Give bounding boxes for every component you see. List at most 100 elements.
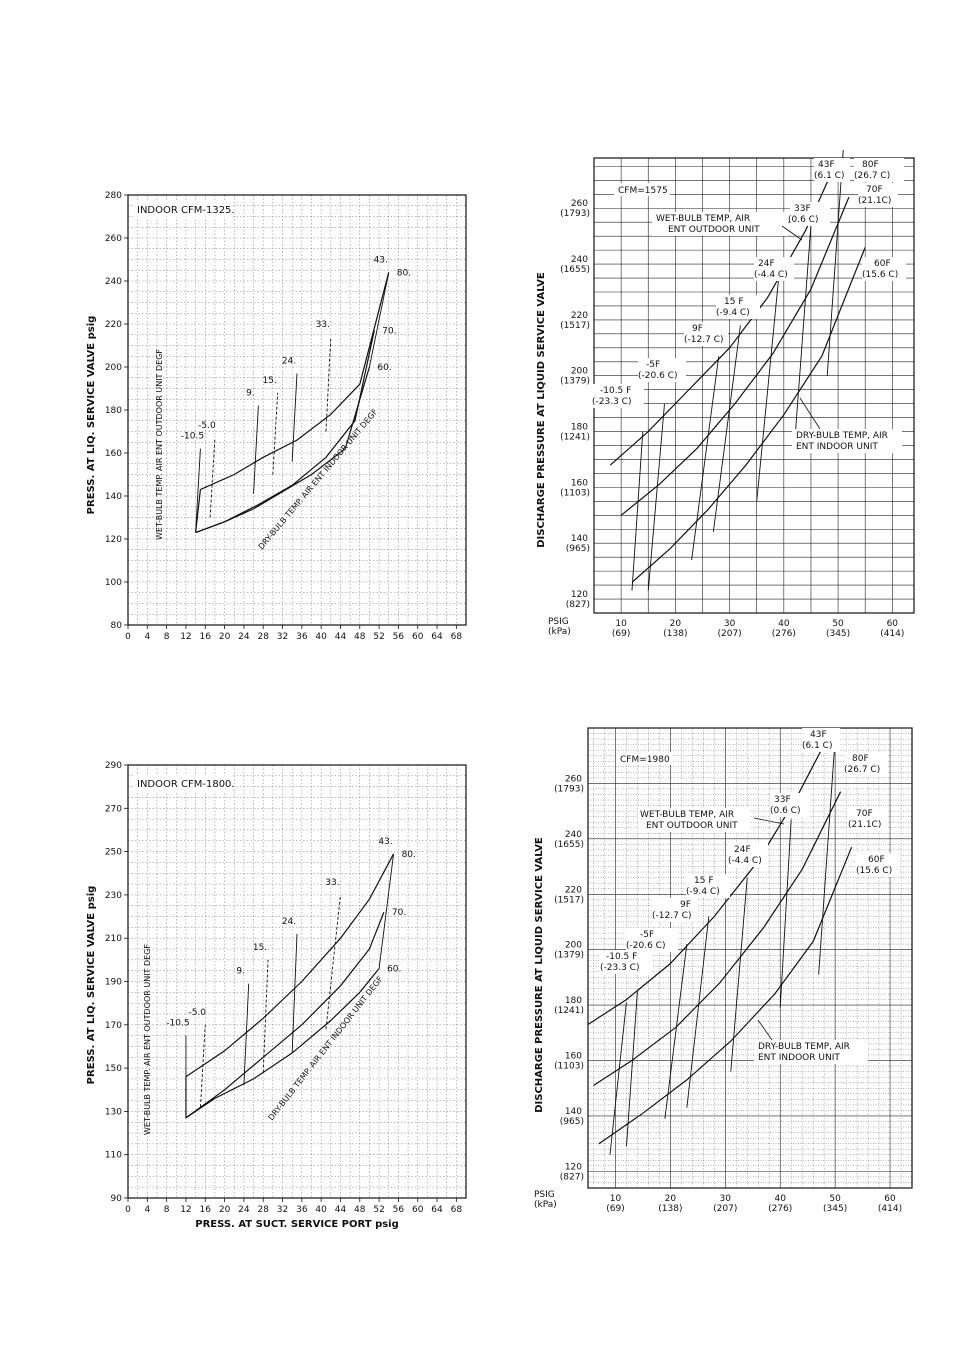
chart-title: INDOOR CFM-1325. [137,205,235,216]
series-line-70f211c [620,196,850,516]
y-tick-label: 250 [105,848,122,858]
y-tick-label-psig: 240 [571,255,588,265]
y-tick-label-psig: 120 [571,590,588,600]
y-tick-label: 220 [105,320,122,330]
y-tick-label: 240 [105,277,122,287]
y-tick-label-kpa: (1103) [554,1062,584,1072]
x-tick-label: 20 [219,632,231,642]
x-tick-label-psig: 50 [832,619,844,629]
label-24f: 24F [758,259,775,269]
label-9f-c: (-12.7 C) [684,335,723,345]
wet-bulb-line [826,150,844,376]
wet-bulb-line [272,392,279,475]
x-tick-label-psig: 50 [829,1194,841,1204]
x-tick-label: 48 [354,1205,366,1215]
chart-cfm-1980: 10(69) 20(138) 30(207) 40(276) 50(345) 60(414… [534,727,913,1214]
series-label: 80. [402,850,416,860]
label-9f: 9F [680,900,691,910]
y-tick-label: 280 [105,191,122,201]
wet-bulb-label: -10.5 [166,1019,189,1029]
annotation-wet-bulb: WET-BULB TEMP. AIR ENT OUTDOOR UNIT DEGF [155,349,164,540]
x-tick-label: 64 [431,1205,443,1215]
wet-bulb-label: 24. [282,356,296,366]
y-tick-label: 90 [111,1194,123,1204]
label-43f-c: (6.1 C) [802,741,832,751]
x-tick-label: 64 [431,632,443,642]
annotation-dry-bulb: DRY-BULB TEMP. AIR ENT INDOOR UNIT DEGF [266,974,384,1122]
y-tick-label-kpa: (827) [566,600,590,610]
y-tick-label-kpa: (827) [560,1172,584,1182]
wet-bulb-label: 9. [236,967,245,977]
x-tick-label-psig: 30 [720,1194,732,1204]
wet-bulb-label: -5.0 [188,1008,206,1018]
wet-bulb-line [730,877,748,1072]
annotation-dry-bulb-text: DRY-BULB TEMP. AIR ENT INDOOR UNIT DEGF [266,974,384,1122]
x-tick-label: 24 [238,632,250,642]
x-tick-label: 44 [335,632,347,642]
y-tick-label-psig: 180 [571,423,588,433]
y-tick-label-kpa: (1517) [560,321,590,331]
y-tick-label-kpa: (965) [566,544,590,554]
y-tick-label-psig: 220 [571,311,588,321]
tick-labels: 0 4 8 12 16 20 24 28 32 36 40 44 48 52 56 60 64 689011013… [105,761,463,1215]
y-tick-label-kpa: (1379) [554,951,584,961]
y-tick-label-psig: 140 [571,534,588,544]
x-tick-label-kpa: (414) [878,1204,902,1214]
series-layer [609,150,866,591]
label-minus10-5f-c: (-23.3 C) [592,397,631,407]
y-tick-label: 260 [105,234,122,244]
label-60f-c: (15.6 C) [856,866,892,876]
label-33f: 33F [774,795,791,805]
y-tick-label-kpa: (1517) [554,895,584,905]
y-tick-label: 200 [105,363,122,373]
y-tick-label: 210 [105,934,122,944]
x-tick-label: 0 [125,1205,131,1215]
label-minus5f: -5F [646,360,660,370]
x-tick-label-kpa: (276) [772,629,796,639]
label-wet-bulb-2: ENT OUTDOOR UNIT [646,821,738,831]
y-tick-label-psig: 200 [571,367,588,377]
x-tick-label-kpa: (345) [823,1204,847,1214]
x-tick-label: 16 [200,632,212,642]
wet-bulb-line [686,916,710,1108]
annotation-wet-bulb-text: WET-BULB TEMP. AIR ENT OUTDOOR UNIT DEGF [155,349,164,540]
x-tick-label-kpa: (345) [826,629,850,639]
x-tick-label: 68 [451,1205,463,1215]
x-tick-label: 32 [277,1205,288,1215]
x-tick-label: 44 [335,1205,347,1215]
curve-labels: 43F (6.1 C) 80F (26.7 C) 70F (21.1C) 33F… [592,158,906,453]
x-tick-label-kpa: (207) [717,629,741,639]
y-axis-label: PRESS. AT LIQ. SERVICE VALVE psig [86,886,97,1085]
annotation-wet-bulb-text: WET-BULB TEMP. AIR ENT OUTDOOR UNIT DEGF [143,944,152,1135]
envelope-left [195,489,202,533]
y-tick-label: 230 [105,891,122,901]
annotation-dry-bulb: DRY-BULB TEMP. AIR ENT INDOOR UNIT DEGF [257,407,380,551]
wet-bulb-line [291,373,298,462]
wet-bulb-label: -5.0 [198,421,216,431]
x-tick-label: 56 [393,632,405,642]
series-label: 80. [397,268,411,278]
x-tick-label: 16 [200,1205,212,1215]
series-layer: 80. 70. 60. -10.5-5.0 9. 15. 24. 33. 43. [166,837,416,1119]
wet-bulb-line [818,739,836,975]
x-tick-label: 8 [164,1205,170,1215]
y-axis-label: DISCHARGE PRESSURE AT LIQUID SERVICE VAL… [536,272,547,548]
x-tick-label: 48 [354,632,366,642]
label-dry-bulb-1: DRY-BULB TEMP, AIR [758,1042,850,1052]
wet-bulb-label: 24. [282,917,296,927]
wet-bulb-label: 15. [263,376,277,386]
y-tick-label-kpa: (1379) [560,377,590,387]
y-tick-label-kpa: (1655) [554,840,584,850]
label-24f: 24F [734,845,751,855]
label-minus10-5f-c: (-23.3 C) [600,963,639,973]
y-tick-label-kpa: (1241) [554,1006,584,1016]
x-tick-label-kpa: (138) [663,629,687,639]
label-43f-c: (6.1 C) [814,171,844,181]
y-tick-label-psig: 200 [565,941,582,951]
y-tick-label: 190 [105,978,122,988]
series-label: 60. [377,363,391,373]
x-tick-label: 40 [315,632,327,642]
label-80f-c: (26.7 C) [844,765,880,775]
y-tick-label-kpa: (1241) [560,433,590,443]
label-33f-c: (0.6 C) [788,215,818,225]
